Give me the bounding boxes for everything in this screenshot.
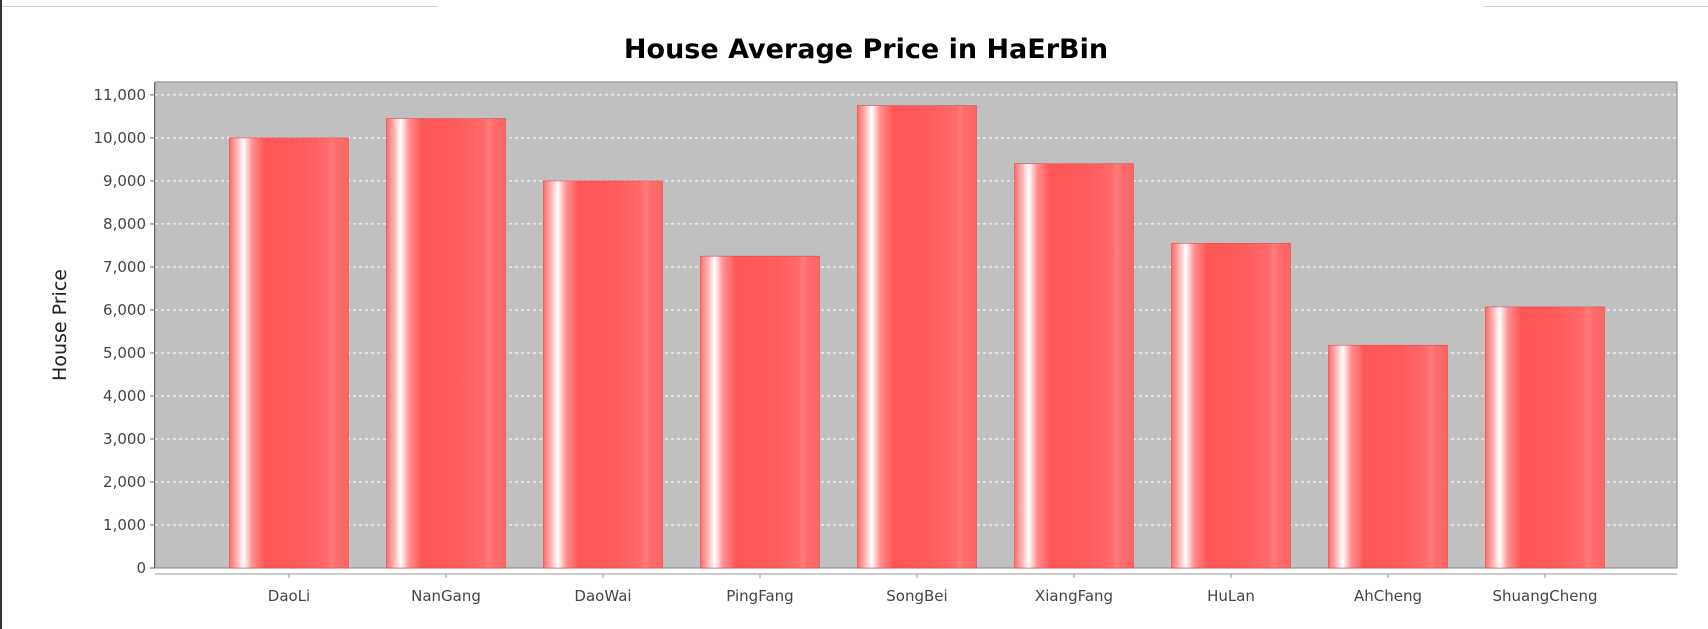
y-axis-title: House Price <box>49 269 71 381</box>
x-tick-label: HuLan <box>1207 587 1255 605</box>
bar-songbei <box>857 105 977 569</box>
y-tick-label: 10,000 <box>94 129 147 147</box>
x-tick-label: PingFang <box>726 587 793 605</box>
y-tick-label: 8,000 <box>103 215 146 233</box>
bar-daowai <box>543 180 663 569</box>
y-tick-label: 11,000 <box>94 86 147 104</box>
y-tick-label: 1,000 <box>103 516 146 534</box>
x-tick-label: NanGang <box>411 587 481 605</box>
frame-line <box>1484 6 1708 7</box>
bar-nangang <box>386 118 506 569</box>
x-tick-label: DaoWai <box>574 587 631 605</box>
x-tick-label: AhCheng <box>1354 587 1422 605</box>
frame-line <box>2 6 438 7</box>
y-tick-label: 4,000 <box>103 387 146 405</box>
bar-ahcheng <box>1328 344 1448 569</box>
x-tick-label: SongBei <box>886 587 947 605</box>
bar-hulan <box>1171 242 1291 569</box>
y-tick-label: 0 <box>136 559 146 577</box>
y-tick-label: 5,000 <box>103 344 146 362</box>
y-tick-label: 3,000 <box>103 430 146 448</box>
y-tick-label: 7,000 <box>103 258 146 276</box>
y-tick-label: 9,000 <box>103 172 146 190</box>
bar-daoli <box>229 137 349 569</box>
bar-pingfang <box>700 255 820 569</box>
chart-title: House Average Price in HaErBin <box>624 34 1108 65</box>
bar-shuangcheng <box>1485 306 1605 569</box>
x-tick-label: DaoLi <box>268 587 310 605</box>
x-tick-label: ShuangCheng <box>1493 587 1598 605</box>
x-tick-label: XiangFang <box>1035 587 1113 605</box>
y-tick-label: 2,000 <box>103 473 146 491</box>
window-edge <box>0 0 2 629</box>
bar-xiangfang <box>1014 163 1134 569</box>
y-tick-label: 6,000 <box>103 301 146 319</box>
